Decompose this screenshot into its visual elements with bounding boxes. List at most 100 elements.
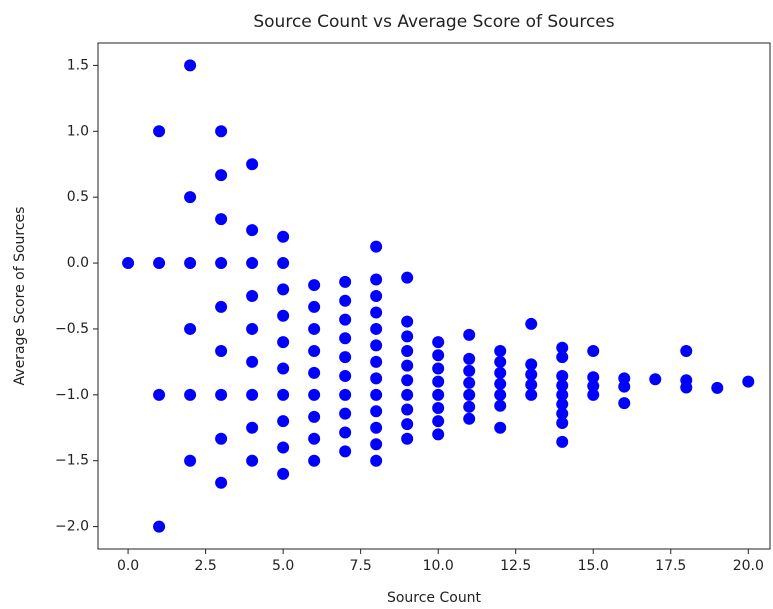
scatter-point [153,125,166,138]
scatter-point [556,398,569,411]
scatter-point [277,362,290,375]
y-tick-label: −1.5 [55,453,89,469]
scatter-point [277,283,290,296]
scatter-point [556,341,569,354]
scatter-point [370,388,383,401]
scatter-point [432,375,445,388]
scatter-point [525,388,538,401]
scatter-point [246,257,259,270]
scatter-point [463,352,476,365]
scatter-point [463,364,476,377]
scatter-point [556,369,569,382]
scatter-point [246,355,259,368]
scatter-point [184,59,197,72]
scatter-point [370,421,383,434]
chart-title: Source Count vs Average Score of Sources [253,12,614,32]
scatter-point [494,377,507,390]
scatter-point [339,275,352,288]
scatter-point [401,374,414,387]
scatter-point [711,381,724,394]
scatter-point [618,397,631,410]
scatter-point [246,421,259,434]
scatter-point [339,445,352,458]
scatter-point [246,224,259,237]
scatter-point [370,322,383,335]
x-axis-label: Source Count [387,590,482,606]
y-tick-label: 0.0 [67,255,89,271]
x-tick-label: 0.0 [117,558,139,574]
x-tick-label: 10.0 [423,558,454,574]
scatter-point [618,372,631,385]
scatter-point [401,432,414,445]
scatter-point [556,407,569,420]
scatter-point [153,388,166,401]
scatter-point [339,426,352,439]
scatter-point [308,432,321,445]
scatter-point [215,344,228,357]
scatter-point [556,417,569,430]
y-tick-label: 1.0 [67,123,89,139]
scatter-point [525,368,538,381]
scatter-point [587,388,600,401]
scatter-point [494,366,507,379]
scatter-point [277,336,290,349]
scatter-point [432,362,445,375]
scatter-point [649,373,662,386]
scatter-point [246,290,259,302]
scatter-point [370,290,383,302]
scatter-point [401,359,414,372]
y-tick-label: −2.0 [55,519,89,535]
x-tick-label: 7.5 [350,558,372,574]
x-tick-label: 5.0 [272,558,294,574]
y-tick-label: −0.5 [55,321,89,337]
plot-frame [97,42,771,550]
scatter-point [401,315,414,328]
scatter-point [184,191,197,204]
scatter-point [308,410,321,423]
scatter-point [153,257,166,270]
scatter-point [370,240,383,253]
scatter-point [494,399,507,412]
scatter-point [463,328,476,341]
scatter-point [370,438,383,451]
scatter-point [308,322,321,335]
scatter-point [246,322,259,335]
scatter-point [215,213,228,226]
scatter-point [432,415,445,428]
scatter-point [277,467,290,480]
scatter-point [401,330,414,343]
scatter-point [215,432,228,445]
scatter-point [556,388,569,401]
scatter-point [277,388,290,401]
scatter-point [215,388,228,401]
scatter-point [587,379,600,392]
scatter-point [184,454,197,467]
scatter-point [339,407,352,420]
scatter-point [587,371,600,384]
scatter-point [246,158,259,171]
scatter-point [370,273,383,286]
scatter-point [370,306,383,319]
y-axis-label: Average Score of Sources [12,207,28,386]
scatter-point [215,169,228,182]
scatter-point [339,313,352,326]
scatter-point [401,344,414,357]
scatter-point [277,415,290,428]
scatter-point [680,381,693,394]
scatter-point [215,476,228,489]
scatter-point [308,366,321,379]
scatter-point [742,375,755,388]
scatter-point [587,344,600,357]
scatter-point [494,388,507,401]
y-tick-label: 1.5 [67,57,89,73]
scatter-point [494,355,507,368]
scatter-point [308,388,321,401]
scatter-point [370,339,383,352]
scatter-point [463,376,476,389]
scatter-point [308,344,321,357]
scatter-point [432,428,445,441]
scatter-point [308,454,321,467]
scatter-point [370,355,383,368]
scatter-point [370,454,383,467]
